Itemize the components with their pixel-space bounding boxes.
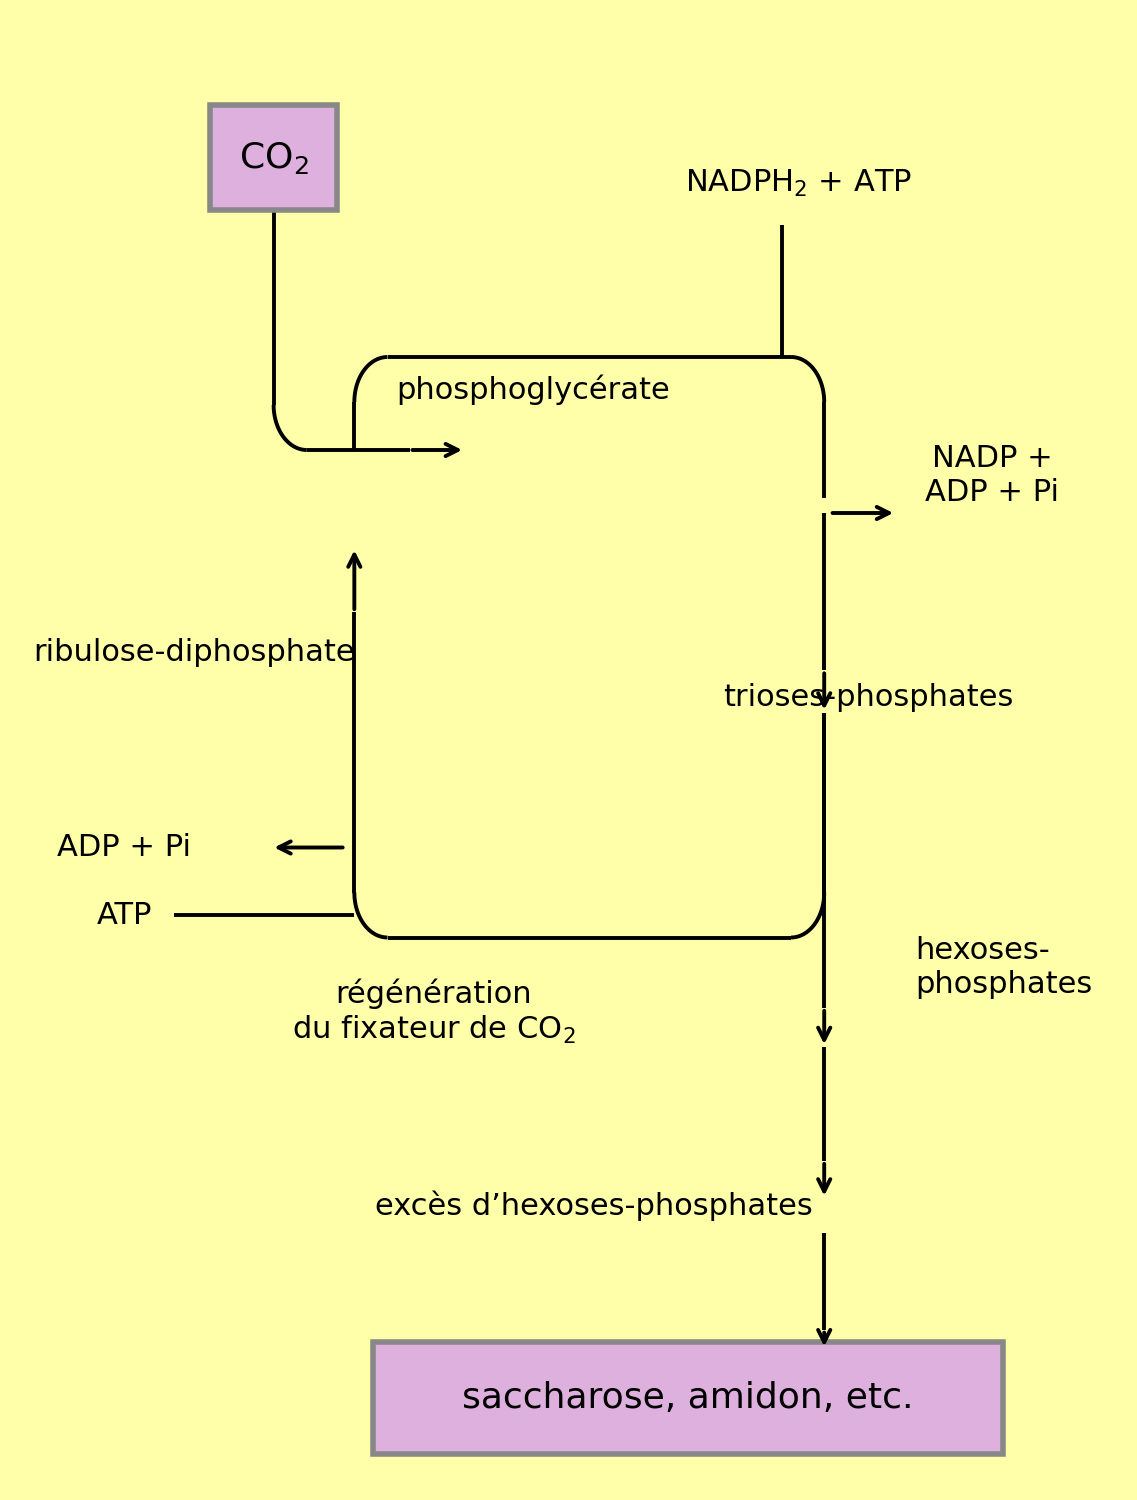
Text: excès d’hexoses-phosphates: excès d’hexoses-phosphates (375, 1191, 813, 1221)
Text: hexoses-
phosphates: hexoses- phosphates (915, 936, 1093, 999)
Text: CO$_2$: CO$_2$ (239, 140, 308, 176)
FancyBboxPatch shape (210, 105, 338, 210)
Text: saccharose, amidon, etc.: saccharose, amidon, etc. (463, 1382, 914, 1414)
Text: phosphoglycérate: phosphoglycérate (397, 375, 671, 405)
Text: ATP: ATP (97, 900, 152, 930)
FancyBboxPatch shape (373, 1341, 1003, 1455)
Text: ADP + Pi: ADP + Pi (57, 833, 191, 862)
Text: ribulose-diphosphate: ribulose-diphosphate (33, 638, 355, 668)
Text: trioses-phosphates: trioses-phosphates (723, 682, 1013, 712)
Text: NADPH$_2$ + ATP: NADPH$_2$ + ATP (686, 168, 912, 198)
Text: régénération
du fixateur de CO$_2$: régénération du fixateur de CO$_2$ (292, 978, 575, 1047)
Text: NADP +
ADP + Pi: NADP + ADP + Pi (926, 444, 1060, 507)
